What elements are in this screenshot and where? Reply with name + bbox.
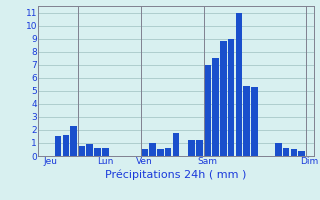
Bar: [299, 151, 305, 156]
Bar: [63, 135, 69, 156]
Bar: [157, 149, 164, 156]
Bar: [55, 136, 61, 156]
Bar: [220, 41, 227, 156]
Bar: [291, 149, 297, 156]
Bar: [86, 144, 93, 156]
Bar: [70, 126, 77, 156]
X-axis label: Précipitations 24h ( mm ): Précipitations 24h ( mm ): [105, 169, 247, 180]
Bar: [188, 140, 195, 156]
Bar: [228, 39, 234, 156]
Bar: [251, 87, 258, 156]
Bar: [196, 140, 203, 156]
Bar: [149, 143, 156, 156]
Bar: [141, 149, 148, 156]
Bar: [275, 143, 282, 156]
Bar: [244, 86, 250, 156]
Bar: [173, 133, 179, 156]
Bar: [94, 148, 101, 156]
Bar: [102, 148, 108, 156]
Bar: [283, 148, 289, 156]
Bar: [212, 58, 219, 156]
Bar: [78, 146, 85, 156]
Bar: [165, 148, 172, 156]
Bar: [204, 65, 211, 156]
Bar: [236, 13, 242, 156]
